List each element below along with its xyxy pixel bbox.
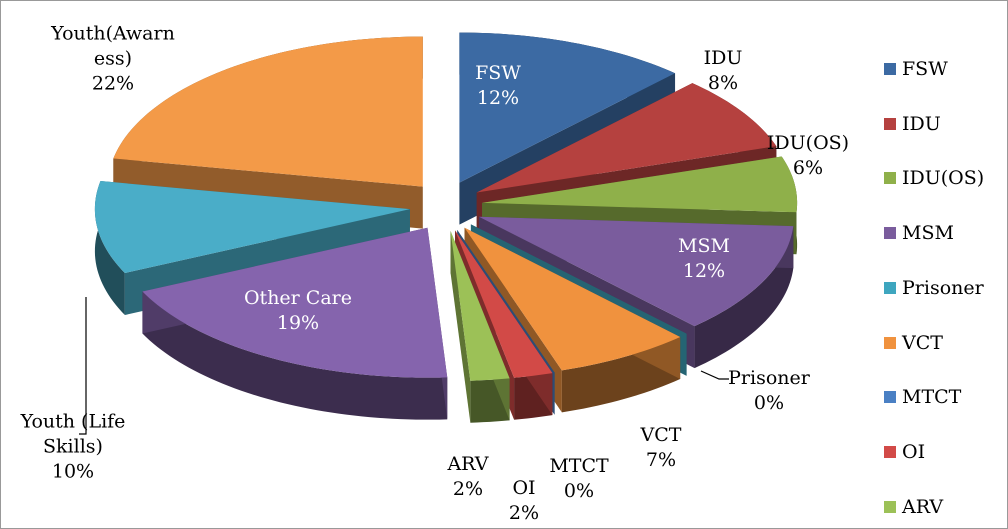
label-value: 12% xyxy=(476,87,520,109)
data-label: MTCT 0% xyxy=(539,454,619,504)
data-label: IDU(OS) 6% xyxy=(763,131,853,181)
label-value: 8% xyxy=(707,72,739,94)
label-name: ARV xyxy=(447,453,489,475)
label-value: 22% xyxy=(91,72,135,95)
legend-label: IDU(OS) xyxy=(902,167,985,190)
label-value: 19% xyxy=(276,312,320,334)
legend-swatch xyxy=(884,500,896,513)
data-label: ARV 2% xyxy=(443,452,493,502)
slice-cut xyxy=(450,231,471,423)
slice xyxy=(470,224,687,334)
legend-swatch xyxy=(884,281,896,294)
legend-swatch xyxy=(884,63,896,75)
slice xyxy=(450,231,510,381)
data-label: IDU 8% xyxy=(683,46,763,96)
label-value: 0% xyxy=(753,392,785,414)
slice xyxy=(142,227,448,378)
legend-label: FSW xyxy=(902,58,948,80)
label-value: 7% xyxy=(645,449,677,471)
label-value: 10% xyxy=(51,460,95,483)
slices xyxy=(94,32,798,423)
legend-swatch xyxy=(884,336,896,349)
legend-label: MTCT xyxy=(902,386,962,409)
leader-line xyxy=(79,297,87,435)
data-label: Youth(Awarness) 22% xyxy=(47,22,179,97)
slice xyxy=(464,227,681,371)
label-value: 12% xyxy=(682,260,726,282)
legend-label: OI xyxy=(902,440,926,463)
label-name: Youth (Life Skills) xyxy=(20,410,126,458)
legend-label: ARV xyxy=(902,495,944,518)
label-name: MSM xyxy=(678,235,730,257)
leader-line xyxy=(700,370,729,380)
legend-label: MSM xyxy=(902,222,954,245)
legend-label: IDU xyxy=(902,112,941,135)
data-label: Other Care 19% xyxy=(228,286,368,336)
slice xyxy=(455,230,553,378)
legend-swatch xyxy=(884,391,896,404)
label-name: VCT xyxy=(640,424,682,446)
label-value: 2% xyxy=(508,502,540,524)
data-label: VCT 7% xyxy=(621,423,701,473)
label-name: Prisoner xyxy=(728,367,810,389)
legend-label: Prisoner xyxy=(902,276,984,299)
label-value: 2% xyxy=(452,478,484,500)
data-label: FSW 12% xyxy=(458,61,538,111)
slice xyxy=(113,36,423,187)
label-name: OI xyxy=(512,477,536,499)
label-name: IDU xyxy=(703,47,743,69)
slice-side xyxy=(94,181,125,316)
label-value: 6% xyxy=(792,157,824,179)
data-label: Prisoner 0% xyxy=(714,366,824,416)
legend-swatch xyxy=(884,227,896,240)
data-label: MSM 12% xyxy=(664,234,744,284)
legend-swatch xyxy=(884,445,896,458)
slice xyxy=(482,156,798,213)
legend-swatch xyxy=(884,172,896,185)
label-name: MTCT xyxy=(549,455,609,477)
slice xyxy=(94,181,410,274)
slice-side xyxy=(694,226,794,369)
slice xyxy=(478,216,794,327)
label-name: Other Care xyxy=(243,287,352,309)
legend-swatch xyxy=(884,117,896,130)
label-name: IDU(OS) xyxy=(766,132,850,154)
label-name: FSW xyxy=(475,62,521,84)
data-label: OI 2% xyxy=(504,476,544,526)
slice xyxy=(459,32,676,183)
slice xyxy=(457,229,555,373)
slice-side xyxy=(142,291,448,420)
legend-label: VCT xyxy=(902,331,943,354)
slice xyxy=(476,83,777,193)
data-label: Youth (Life Skills) 10% xyxy=(8,410,138,485)
label-name: Youth(Awarness) xyxy=(51,22,175,70)
label-value: 0% xyxy=(563,480,595,502)
